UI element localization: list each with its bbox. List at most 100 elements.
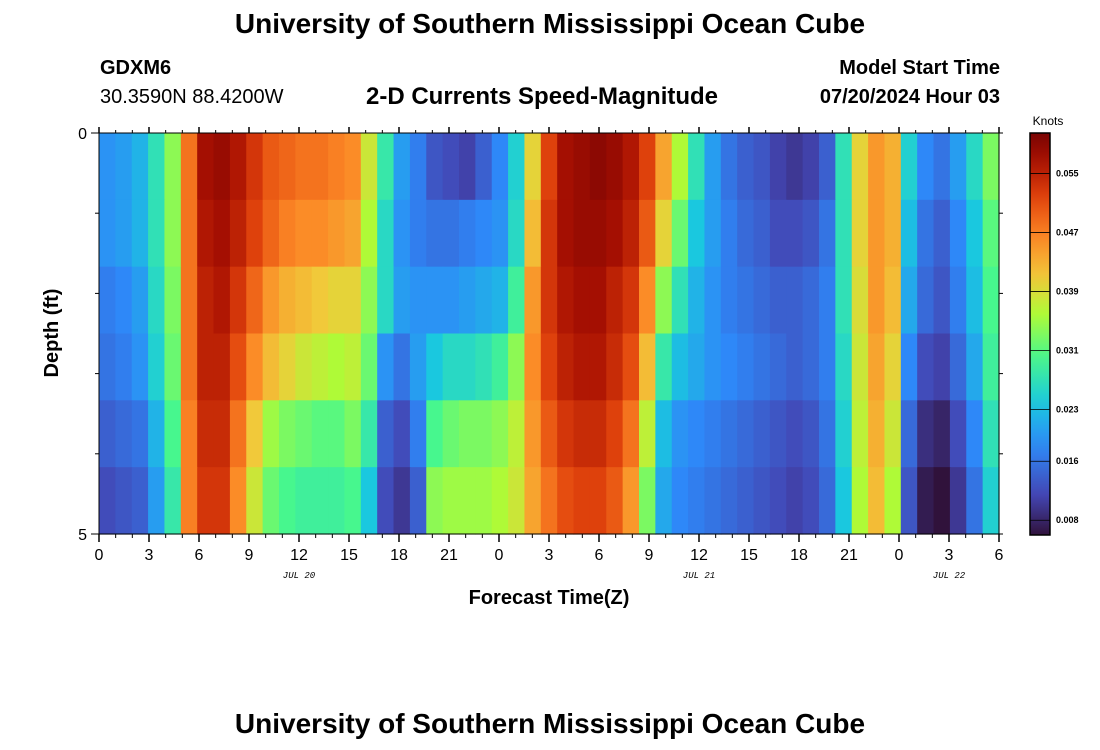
heatmap-cell [868, 133, 886, 201]
heatmap-cell [606, 333, 624, 401]
heatmap-cell [115, 400, 133, 468]
heatmap-cell [131, 400, 149, 468]
heatmap-cell [328, 400, 346, 468]
heatmap-cell [802, 266, 820, 335]
heatmap-cell [164, 400, 182, 468]
x-tick-label: 3 [945, 547, 954, 564]
heatmap-cell [426, 199, 444, 268]
heatmap-cell [344, 400, 362, 468]
heatmap-cell [360, 467, 378, 535]
heatmap-cell [197, 266, 215, 335]
heatmap-cell [769, 467, 787, 535]
heatmap-cell [99, 333, 116, 401]
heatmap-cell [459, 467, 476, 535]
heatmap-cell [491, 133, 509, 201]
heatmap-cell [491, 266, 509, 335]
heatmap-cell [131, 266, 149, 335]
heatmap-cell [131, 333, 149, 401]
page-title: University of Southern Mississippi Ocean… [234, 8, 866, 39]
x-date-label: JUL 22 [933, 571, 966, 581]
heatmap-cell [229, 400, 247, 468]
heatmap-cell [737, 333, 755, 401]
heatmap-cell [246, 333, 264, 401]
heatmap-cell [377, 133, 395, 201]
heatmap-cell [688, 133, 706, 201]
colorbar-tick-label: 0.031 [1056, 346, 1079, 356]
heatmap-cell [393, 266, 411, 335]
heatmap-cell [311, 400, 329, 468]
heatmap-cell [917, 333, 935, 401]
heatmap-cell [524, 333, 542, 401]
heatmap-cell [279, 467, 296, 535]
heatmap-cell [802, 400, 820, 468]
heatmap-cell [557, 133, 575, 201]
heatmap-cell [426, 467, 444, 535]
heatmap-cell [148, 333, 166, 401]
heatmap-cell [295, 199, 313, 268]
x-date-label: JUL 20 [283, 571, 316, 581]
heatmap-cell [197, 467, 215, 535]
heatmap-cell [622, 133, 640, 201]
heatmap-cell [229, 333, 247, 401]
heatmap-cell [442, 400, 460, 468]
heatmap-cell [377, 199, 395, 268]
heatmap-cell [475, 400, 493, 468]
heatmap-cell [573, 133, 591, 201]
heatmap-cell [688, 199, 706, 268]
heatmap-cell [704, 467, 722, 535]
heatmap-cell [786, 199, 804, 268]
heatmap-cell [671, 133, 689, 201]
heatmap-cell [229, 266, 247, 335]
heatmap-cell [393, 400, 411, 468]
heatmap-cell [737, 400, 755, 468]
heatmap-cell [99, 400, 116, 468]
heatmap-cell [197, 199, 215, 268]
heatmap-cell [769, 199, 787, 268]
heatmap-cell [508, 133, 526, 201]
heatmap-cell [589, 467, 607, 535]
heatmap-cell [835, 467, 853, 535]
heatmap-cell [229, 467, 247, 535]
heatmap-cell [459, 400, 476, 468]
heatmap-cell [851, 266, 869, 335]
heatmap-cell [868, 467, 886, 535]
heatmap-cell [671, 333, 689, 401]
heatmap-cell [655, 266, 673, 335]
heatmap-cell [180, 266, 198, 335]
heatmap-cell [295, 133, 313, 201]
heatmap-cell [639, 133, 656, 201]
heatmap-cell [819, 199, 836, 268]
station-id: GDXM6 [100, 57, 172, 79]
x-tick-label: 12 [290, 547, 308, 564]
heatmap-cell [639, 333, 656, 401]
heatmap-cell [982, 467, 1000, 535]
heatmap-cell [115, 199, 133, 268]
heatmap-cell [393, 467, 411, 535]
heatmap-cell [966, 133, 984, 201]
heatmap-cell [475, 199, 493, 268]
heatmap-cell [328, 333, 346, 401]
heatmap-cell [262, 400, 280, 468]
heatmap-cell [295, 266, 313, 335]
heatmap-cell [360, 199, 378, 268]
heatmap-cell [213, 333, 231, 401]
x-tick-label: 12 [690, 547, 708, 564]
heatmap-cell [720, 467, 738, 535]
heatmap-cell [426, 266, 444, 335]
heatmap-cell [115, 133, 133, 201]
heatmap-cell [540, 266, 558, 335]
heatmap-cell [671, 400, 689, 468]
x-tick-label: 0 [95, 547, 104, 564]
heatmap-cell [246, 400, 264, 468]
heatmap-cell [606, 133, 624, 201]
heatmap-cell [180, 133, 198, 201]
heatmap-cell [344, 199, 362, 268]
heatmap-cell [802, 467, 820, 535]
heatmap-cell [884, 133, 902, 201]
heatmap-cell [835, 133, 853, 201]
heatmap-cell [459, 133, 476, 201]
heatmap-cell [933, 199, 951, 268]
heatmap-cell [377, 400, 395, 468]
heatmap-cell [966, 467, 984, 535]
heatmap-cell [295, 333, 313, 401]
